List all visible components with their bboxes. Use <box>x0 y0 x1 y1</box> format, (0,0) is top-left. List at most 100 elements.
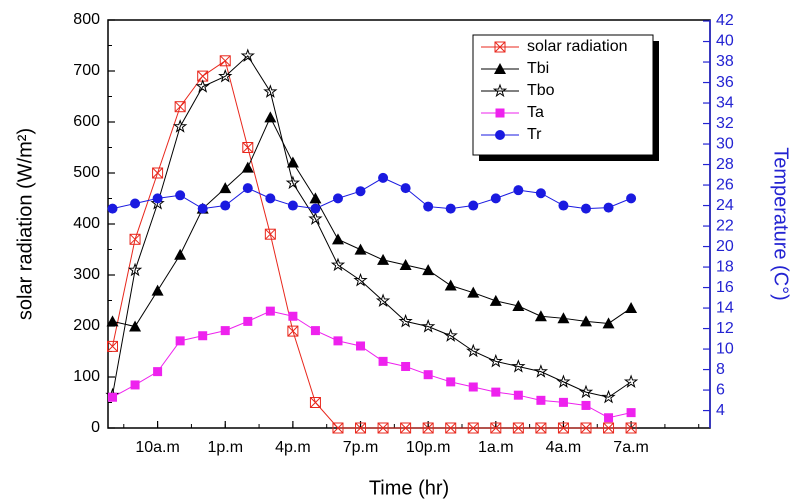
marker-box <box>557 422 569 434</box>
marker <box>378 356 388 366</box>
y2-tick-label: 30 <box>716 135 734 152</box>
y-tick-label: 200 <box>73 317 100 334</box>
legend-label: Tbo <box>527 82 555 99</box>
y2-tick-label: 4 <box>716 402 725 419</box>
marker-box <box>580 422 592 434</box>
marker-box <box>309 397 321 408</box>
marker <box>309 397 321 408</box>
marker <box>445 203 456 214</box>
marker <box>332 193 343 204</box>
x-tick-label: 1a.m <box>478 439 514 456</box>
marker <box>490 193 501 204</box>
marker <box>512 300 525 312</box>
y2-tick-label: 8 <box>716 361 725 378</box>
y2-tick-label: 20 <box>716 238 734 255</box>
marker <box>513 185 524 196</box>
marker <box>623 374 639 388</box>
marker <box>490 422 502 434</box>
marker-cross <box>580 422 592 434</box>
marker-cross <box>445 422 457 434</box>
marker-cross <box>174 101 186 113</box>
x-tick-label: 10a.m <box>135 439 179 456</box>
marker-cross <box>219 55 231 67</box>
marker <box>130 380 140 390</box>
marker <box>172 119 188 133</box>
series-line <box>112 177 632 210</box>
marker <box>309 192 322 204</box>
marker <box>287 200 298 211</box>
marker <box>535 188 546 199</box>
marker-box <box>490 422 502 434</box>
y2-tick-label: 34 <box>716 94 734 111</box>
y2-tick-label: 42 <box>716 12 734 29</box>
marker <box>603 422 615 434</box>
marker-cross <box>467 422 479 434</box>
y-tick-label: 500 <box>73 164 100 181</box>
marker <box>467 286 480 298</box>
marker <box>488 353 503 368</box>
marker <box>604 413 614 423</box>
marker <box>355 186 366 197</box>
y2-axis-label: Temperature (C°) <box>770 147 792 301</box>
marker <box>198 331 208 341</box>
marker <box>377 422 389 434</box>
series-line <box>112 116 632 328</box>
marker <box>625 422 637 434</box>
x-tick-label: 10p.m <box>406 439 450 456</box>
marker-cross <box>422 422 434 434</box>
y-tick-label: 600 <box>73 113 100 130</box>
marker-box <box>400 422 412 434</box>
marker <box>377 253 390 265</box>
marker <box>151 284 164 296</box>
marker <box>398 313 413 328</box>
marker-box <box>494 41 506 53</box>
marker <box>378 172 389 183</box>
marker <box>127 262 143 277</box>
marker <box>511 358 526 373</box>
y2-tick-label: 36 <box>716 74 734 91</box>
marker <box>601 389 616 404</box>
marker <box>401 361 411 371</box>
marker <box>399 259 412 271</box>
marker <box>286 156 299 168</box>
marker <box>130 198 141 209</box>
y2-tick-label: 28 <box>716 156 734 173</box>
marker <box>603 202 614 213</box>
marker <box>421 318 436 333</box>
marker <box>468 200 479 211</box>
marker-cross <box>287 325 299 337</box>
marker <box>581 400 591 410</box>
marker-box <box>377 422 389 434</box>
marker <box>494 63 506 74</box>
marker <box>626 193 637 204</box>
marker <box>197 203 208 214</box>
marker <box>533 364 549 378</box>
marker <box>513 390 523 400</box>
marker <box>218 68 233 83</box>
y-tick-label: 400 <box>73 215 100 232</box>
marker <box>579 315 592 327</box>
marker <box>285 175 301 190</box>
marker <box>423 201 434 212</box>
marker-box <box>242 142 254 153</box>
marker <box>444 279 457 291</box>
marker-box <box>107 340 119 352</box>
marker <box>492 83 508 98</box>
y-tick-label: 800 <box>73 11 100 28</box>
marker <box>331 233 344 245</box>
marker-box <box>603 422 615 434</box>
marker <box>422 422 434 434</box>
y2-tick-label: 24 <box>716 197 734 214</box>
marker <box>241 161 254 173</box>
marker <box>536 395 546 405</box>
marker-cross <box>152 167 163 179</box>
marker-box <box>535 422 547 434</box>
marker <box>467 422 479 434</box>
marker <box>219 55 231 67</box>
marker <box>556 374 571 388</box>
marker <box>466 343 481 358</box>
marker-cross <box>129 233 141 245</box>
marker <box>265 306 275 316</box>
marker <box>150 195 165 210</box>
y-tick-label: 300 <box>73 266 100 283</box>
